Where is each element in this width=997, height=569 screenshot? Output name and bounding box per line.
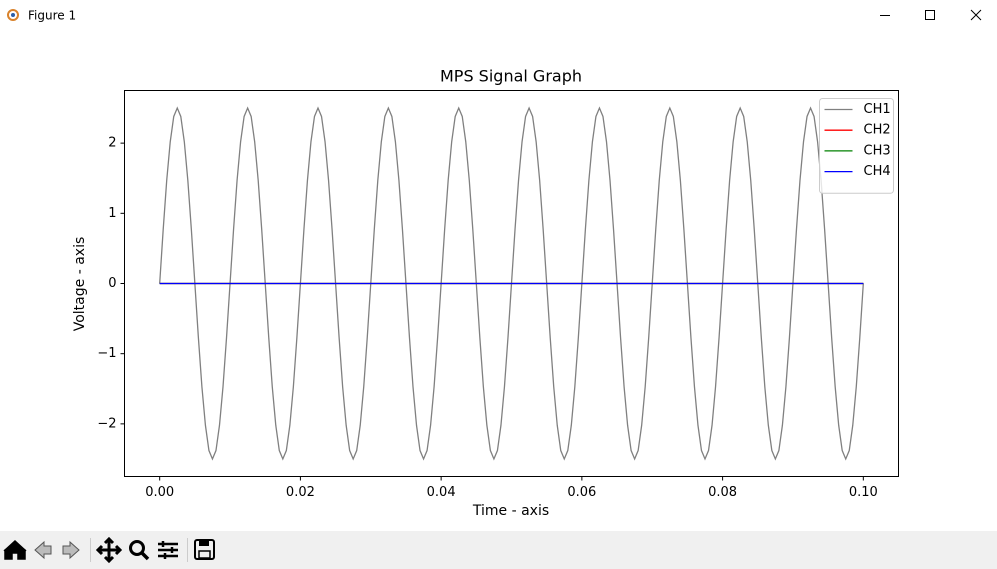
- x-tick-label: 0.10: [849, 485, 878, 500]
- x-tick-label: 0.04: [427, 485, 456, 500]
- save-button[interactable]: [194, 539, 215, 560]
- legend-label: CH1: [864, 102, 891, 117]
- legend-label: CH2: [864, 123, 891, 138]
- y-tick-label: 2: [108, 136, 116, 151]
- title-bar: [0, 0, 997, 31]
- zoom-button[interactable]: [129, 540, 150, 561]
- legend-label: CH3: [864, 143, 891, 158]
- y-tick-label: 0: [108, 276, 116, 291]
- y-tick-label: 1: [108, 206, 116, 221]
- app-icon: [7, 9, 19, 21]
- x-axis-label: Time - axis: [472, 503, 549, 519]
- close-button[interactable]: [970, 9, 982, 21]
- legend-label: CH4: [864, 164, 891, 179]
- maximize-button[interactable]: [925, 10, 935, 20]
- toolbar: [0, 531, 997, 569]
- x-tick-label: 0.06: [567, 485, 596, 500]
- x-tick-label: 0.00: [145, 485, 174, 500]
- home-button[interactable]: [3, 539, 27, 560]
- plot-area: [159, 106, 864, 461]
- y-tick-label: −1: [97, 346, 116, 361]
- y-axis-label: Voltage - axis: [72, 237, 88, 332]
- x-tick-label: 0.02: [286, 485, 315, 500]
- forward-button[interactable]: [62, 540, 80, 560]
- pan-button[interactable]: [95, 536, 123, 564]
- y-tick-label: −2: [97, 416, 116, 431]
- back-button[interactable]: [34, 540, 52, 560]
- legend: CH1 CH2 CH3 CH4: [819, 98, 894, 194]
- chart-title: MPS Signal Graph: [440, 67, 582, 86]
- configure-button[interactable]: [158, 541, 178, 559]
- x-tick-label: 0.08: [708, 485, 737, 500]
- window-title: Figure 1: [28, 9, 76, 23]
- legend-box: [819, 98, 894, 194]
